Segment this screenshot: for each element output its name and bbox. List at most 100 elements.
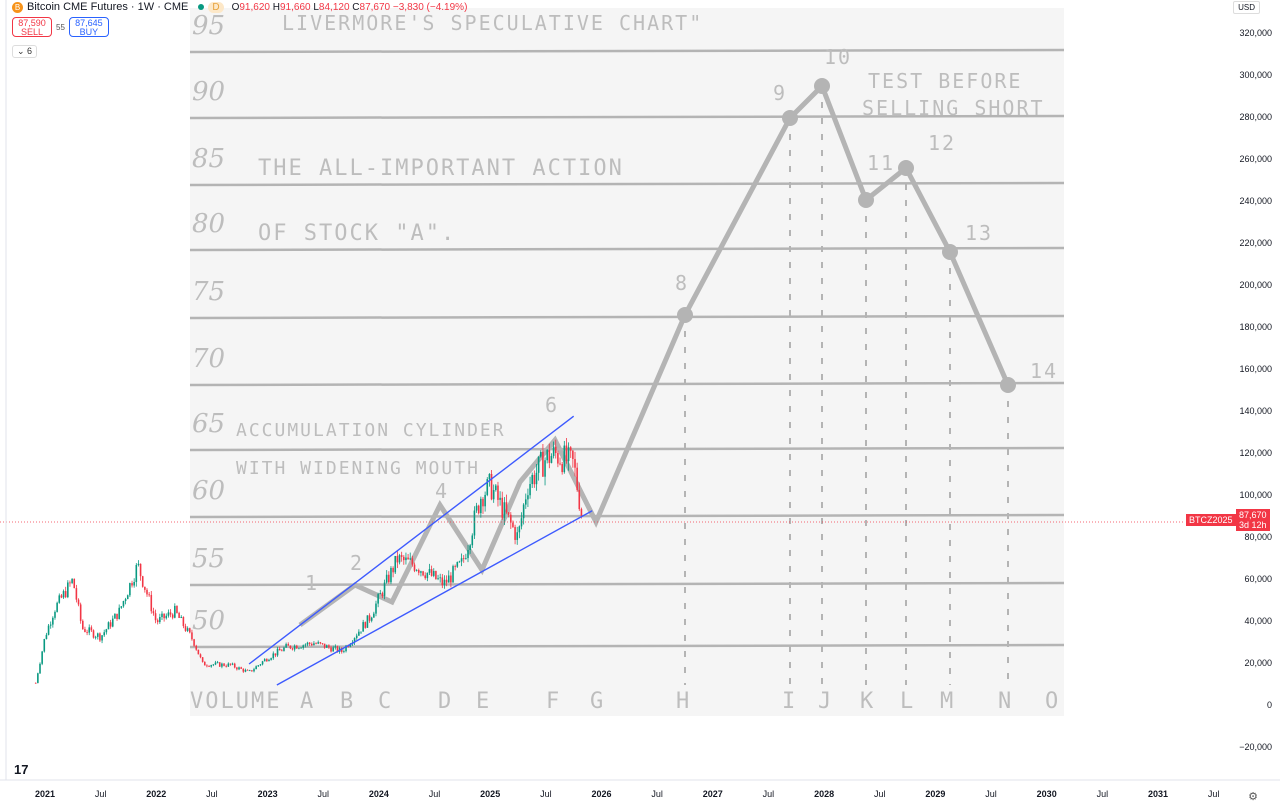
price-tick: 160,000 bbox=[1239, 364, 1272, 374]
candle-body bbox=[37, 673, 39, 683]
candle-body bbox=[460, 558, 463, 562]
sketch-title: LIVERMORE'S SPECULATIVE CHART" bbox=[282, 11, 703, 35]
candle-body bbox=[240, 667, 242, 669]
price-tick: 0 bbox=[1266, 700, 1272, 710]
candle-body bbox=[450, 575, 452, 583]
candle-body bbox=[452, 566, 454, 583]
candle-body bbox=[488, 473, 491, 480]
candle-body bbox=[486, 479, 489, 495]
indicators-toggle[interactable]: ⌄ 6 bbox=[12, 45, 38, 58]
candle-body bbox=[510, 514, 512, 523]
candle-body bbox=[332, 647, 334, 652]
sketch-letter: B bbox=[340, 689, 355, 714]
candle-body bbox=[313, 643, 315, 646]
candle-body bbox=[426, 572, 429, 579]
candle-body bbox=[45, 634, 48, 640]
candle-body bbox=[253, 669, 255, 672]
time-tick: Jul bbox=[1207, 789, 1220, 799]
candle-body bbox=[176, 605, 178, 613]
candle-body bbox=[137, 563, 140, 565]
candle-body bbox=[101, 635, 103, 641]
sketch-point-number: 8 bbox=[675, 271, 689, 295]
candle-body bbox=[368, 615, 371, 621]
candle-body bbox=[572, 450, 574, 459]
sketch-point-number: 1 bbox=[305, 571, 319, 595]
candle-body bbox=[484, 494, 486, 507]
candle-body bbox=[529, 484, 531, 496]
candle-body bbox=[236, 667, 238, 670]
time-tick: Jul bbox=[94, 789, 107, 799]
candle-body bbox=[527, 495, 529, 500]
candle-body bbox=[415, 570, 418, 571]
candle-body bbox=[214, 662, 217, 665]
candle-body bbox=[475, 505, 478, 511]
sketch-point-number: 9 bbox=[773, 81, 787, 105]
candle-body bbox=[552, 446, 555, 457]
sketch-point-number: 14 bbox=[1030, 359, 1058, 383]
candle-body bbox=[417, 570, 420, 573]
candle-body bbox=[394, 555, 397, 573]
candle-body bbox=[507, 512, 510, 515]
candle-body bbox=[266, 659, 268, 662]
candle-body bbox=[163, 613, 165, 619]
sketch-gridline bbox=[189, 246, 1065, 252]
candle-body bbox=[580, 509, 583, 516]
time-tick: Jul bbox=[540, 789, 552, 799]
candle-body bbox=[199, 654, 202, 658]
candle-body bbox=[409, 558, 412, 560]
sketch-subtitle: THE ALL-IMPORTANT ACTION bbox=[258, 156, 624, 181]
candle-body bbox=[82, 620, 84, 630]
sketch-level-label: 90 bbox=[192, 77, 225, 107]
candle-body bbox=[227, 663, 230, 667]
candle-body bbox=[206, 665, 208, 667]
sketch-gridline bbox=[189, 48, 1065, 54]
candle-body bbox=[75, 588, 78, 600]
currency-selector[interactable]: USD bbox=[1233, 1, 1260, 14]
candle-body bbox=[195, 645, 198, 650]
price-tick: 80,000 bbox=[1244, 532, 1272, 542]
candle-body bbox=[328, 645, 330, 648]
candle-body bbox=[58, 595, 61, 603]
candle-body bbox=[99, 633, 101, 641]
time-tick: 2029 bbox=[925, 789, 946, 799]
settings-gear-icon[interactable]: ⚙ bbox=[1248, 791, 1258, 803]
candle-body bbox=[430, 569, 433, 576]
symbol-title[interactable]: Bitcoin CME Futures · 1W · CME bbox=[27, 1, 189, 13]
sell-button[interactable]: 87,590 SELL bbox=[12, 17, 52, 37]
candle-body bbox=[383, 582, 386, 596]
tradingview-logo[interactable]: 17 bbox=[14, 762, 29, 777]
candle-body bbox=[221, 663, 223, 667]
candle-body bbox=[298, 647, 300, 649]
candle-body bbox=[144, 586, 146, 590]
ohlc-values: O91,620 H91,660 L84,120 C87,670 −3,830 (… bbox=[231, 1, 468, 13]
sketch-letter: K bbox=[860, 689, 875, 714]
candle-body bbox=[62, 591, 65, 598]
candle-body bbox=[43, 639, 46, 652]
sketch-subtitle: OF STOCK "A". bbox=[258, 221, 456, 246]
sketch-point-number: 11 bbox=[867, 151, 895, 175]
candle-body bbox=[255, 666, 257, 670]
candle-body bbox=[334, 646, 337, 648]
candle-body bbox=[574, 458, 576, 468]
candle-body bbox=[473, 510, 476, 536]
spread: 55 bbox=[56, 22, 65, 32]
buy-button[interactable]: 87,645 BUY bbox=[68, 17, 109, 37]
candle-body bbox=[122, 601, 125, 607]
candle-body bbox=[246, 669, 249, 671]
time-tick: Jul bbox=[206, 789, 218, 799]
candle-body bbox=[323, 643, 326, 648]
sketch-letter: VOLUME bbox=[190, 689, 281, 714]
candle-body bbox=[94, 636, 97, 638]
candle-body bbox=[216, 662, 219, 664]
candle-body bbox=[467, 549, 469, 559]
candle-body bbox=[197, 649, 200, 655]
price-tick: 320,000 bbox=[1239, 28, 1272, 38]
candle-body bbox=[270, 658, 272, 660]
candle-body bbox=[518, 526, 521, 533]
candle-body bbox=[398, 555, 401, 563]
candle-body bbox=[366, 615, 369, 628]
candle-body bbox=[291, 648, 294, 650]
ticker-tag: BTCZ2025 bbox=[1186, 514, 1236, 526]
candle-body bbox=[84, 629, 86, 633]
